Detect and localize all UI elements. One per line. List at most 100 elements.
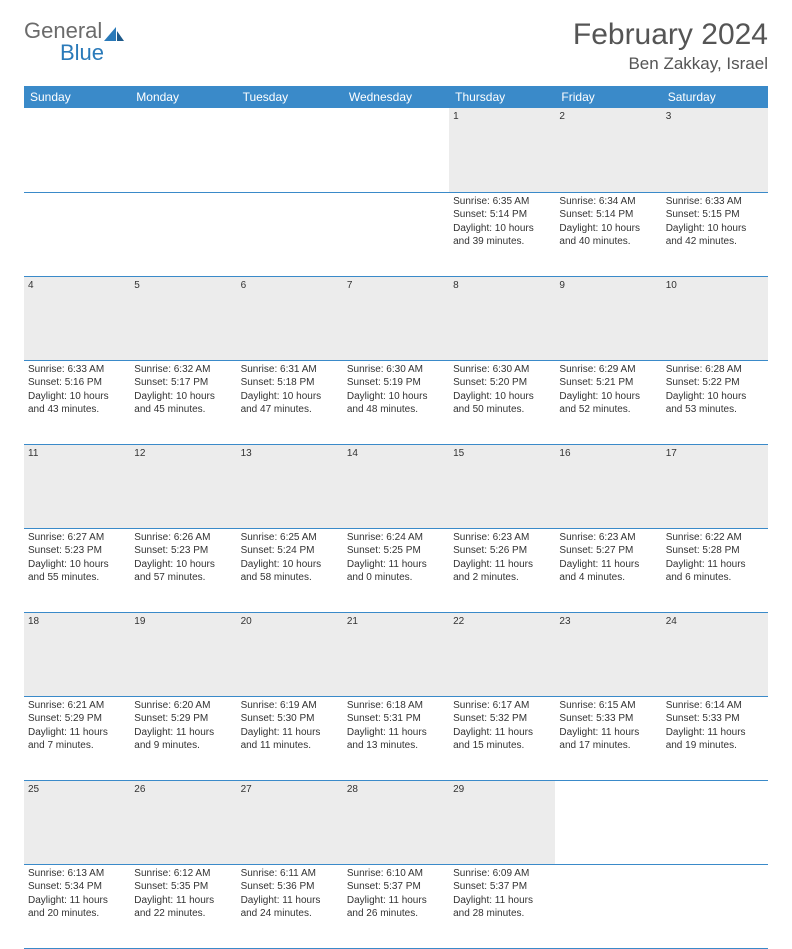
sunset-text: Sunset: 5:15 PM [666,208,764,222]
day-number: 11 [24,444,130,528]
sunset-text: Sunset: 5:28 PM [666,544,764,558]
header: GeneralBlue February 2024 Ben Zakkay, Is… [24,18,768,74]
sunset-text: Sunset: 5:23 PM [28,544,126,558]
sunrise-text: Sunrise: 6:18 AM [347,699,445,713]
day-number [237,108,343,192]
day-number: 1 [449,108,555,192]
day-cell [237,192,343,276]
daylight-text: Daylight: 10 hours [559,390,657,404]
daylight-text: Daylight: 10 hours [134,558,232,572]
sunrise-text: Sunrise: 6:23 AM [559,531,657,545]
sunrise-text: Sunrise: 6:22 AM [666,531,764,545]
day-cell: Sunrise: 6:19 AMSunset: 5:30 PMDaylight:… [237,696,343,780]
logo-sail-icon [104,25,126,41]
daylight-text: Daylight: 10 hours [28,390,126,404]
sunset-text: Sunset: 5:25 PM [347,544,445,558]
sunrise-text: Sunrise: 6:32 AM [134,363,232,377]
sunset-text: Sunset: 5:18 PM [241,376,339,390]
daylight-text: and 7 minutes. [28,739,126,753]
daylight-text: and 50 minutes. [453,403,551,417]
sunrise-text: Sunrise: 6:20 AM [134,699,232,713]
day-number-row: 18192021222324 [24,612,768,696]
daylight-text: and 9 minutes. [134,739,232,753]
day-header: Tuesday [237,86,343,108]
sunrise-text: Sunrise: 6:26 AM [134,531,232,545]
daylight-text: and 52 minutes. [559,403,657,417]
daylight-text: and 39 minutes. [453,235,551,249]
day-header: Friday [555,86,661,108]
sunrise-text: Sunrise: 6:31 AM [241,363,339,377]
title-block: February 2024 Ben Zakkay, Israel [573,18,768,74]
daylight-text: Daylight: 11 hours [453,894,551,908]
daylight-text: Daylight: 10 hours [453,390,551,404]
day-cell [130,192,236,276]
day-number: 26 [130,780,236,864]
day-number: 29 [449,780,555,864]
sunset-text: Sunset: 5:19 PM [347,376,445,390]
day-content-row: Sunrise: 6:21 AMSunset: 5:29 PMDaylight:… [24,696,768,780]
daylight-text: and 43 minutes. [28,403,126,417]
day-cell: Sunrise: 6:31 AMSunset: 5:18 PMDaylight:… [237,360,343,444]
daylight-text: and 58 minutes. [241,571,339,585]
day-number: 23 [555,612,661,696]
page-title: February 2024 [573,18,768,52]
sunset-text: Sunset: 5:23 PM [134,544,232,558]
day-cell: Sunrise: 6:21 AMSunset: 5:29 PMDaylight:… [24,696,130,780]
sunrise-text: Sunrise: 6:23 AM [453,531,551,545]
daylight-text: and 13 minutes. [347,739,445,753]
sunset-text: Sunset: 5:24 PM [241,544,339,558]
calendar-table: SundayMondayTuesdayWednesdayThursdayFrid… [24,86,768,949]
day-cell: Sunrise: 6:29 AMSunset: 5:21 PMDaylight:… [555,360,661,444]
daylight-text: Daylight: 10 hours [241,390,339,404]
sunrise-text: Sunrise: 6:27 AM [28,531,126,545]
day-cell: Sunrise: 6:15 AMSunset: 5:33 PMDaylight:… [555,696,661,780]
day-number: 27 [237,780,343,864]
daylight-text: and 17 minutes. [559,739,657,753]
daylight-text: and 2 minutes. [453,571,551,585]
sunrise-text: Sunrise: 6:15 AM [559,699,657,713]
day-cell: Sunrise: 6:32 AMSunset: 5:17 PMDaylight:… [130,360,236,444]
day-header: Saturday [662,86,768,108]
daylight-text: Daylight: 11 hours [453,558,551,572]
sunrise-text: Sunrise: 6:24 AM [347,531,445,545]
day-number: 28 [343,780,449,864]
day-number: 4 [24,276,130,360]
daylight-text: Daylight: 10 hours [559,222,657,236]
sunset-text: Sunset: 5:16 PM [28,376,126,390]
sunset-text: Sunset: 5:35 PM [134,880,232,894]
sunset-text: Sunset: 5:14 PM [453,208,551,222]
day-cell: Sunrise: 6:30 AMSunset: 5:19 PMDaylight:… [343,360,449,444]
daylight-text: and 42 minutes. [666,235,764,249]
daylight-text: Daylight: 11 hours [559,726,657,740]
daylight-text: Daylight: 11 hours [28,894,126,908]
sunrise-text: Sunrise: 6:09 AM [453,867,551,881]
day-cell: Sunrise: 6:12 AMSunset: 5:35 PMDaylight:… [130,864,236,948]
daylight-text: Daylight: 11 hours [28,726,126,740]
day-number: 17 [662,444,768,528]
day-number: 7 [343,276,449,360]
daylight-text: and 6 minutes. [666,571,764,585]
day-cell [24,192,130,276]
daylight-text: and 53 minutes. [666,403,764,417]
day-header: Thursday [449,86,555,108]
daylight-text: Daylight: 11 hours [347,558,445,572]
daylight-text: Daylight: 11 hours [347,726,445,740]
day-cell [343,192,449,276]
sunset-text: Sunset: 5:31 PM [347,712,445,726]
daylight-text: and 15 minutes. [453,739,551,753]
day-content-row: Sunrise: 6:13 AMSunset: 5:34 PMDaylight:… [24,864,768,948]
calendar-header-row: SundayMondayTuesdayWednesdayThursdayFrid… [24,86,768,108]
sunrise-text: Sunrise: 6:34 AM [559,195,657,209]
day-number [662,780,768,864]
day-cell: Sunrise: 6:23 AMSunset: 5:27 PMDaylight:… [555,528,661,612]
day-cell: Sunrise: 6:27 AMSunset: 5:23 PMDaylight:… [24,528,130,612]
day-cell [555,864,661,948]
sunrise-text: Sunrise: 6:33 AM [666,195,764,209]
day-cell: Sunrise: 6:23 AMSunset: 5:26 PMDaylight:… [449,528,555,612]
sunrise-text: Sunrise: 6:35 AM [453,195,551,209]
daylight-text: and 22 minutes. [134,907,232,921]
day-cell [662,864,768,948]
daylight-text: Daylight: 11 hours [134,726,232,740]
day-number: 20 [237,612,343,696]
day-header: Wednesday [343,86,449,108]
